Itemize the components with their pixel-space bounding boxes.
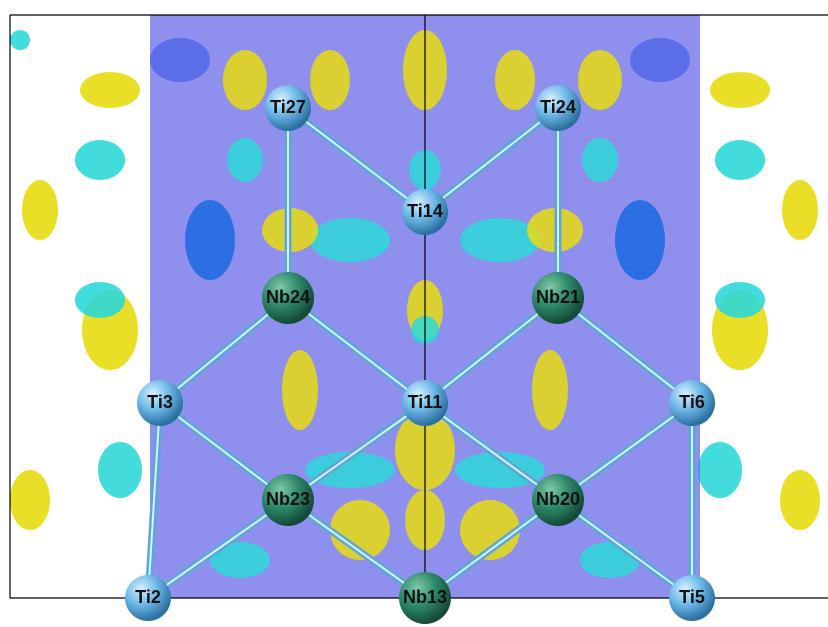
- isosurface: [715, 140, 765, 180]
- isosurface: [780, 470, 820, 530]
- isosurface: [532, 350, 568, 430]
- isosurface: [580, 542, 640, 578]
- isosurface: [98, 442, 142, 498]
- atom-label: Ti5: [679, 587, 705, 607]
- atom-label: Ti2: [135, 587, 161, 607]
- isosurface: [310, 50, 350, 110]
- atom-label: Ti3: [147, 392, 173, 412]
- isosurface: [10, 470, 50, 530]
- isosurface: [227, 138, 263, 182]
- isosurface: [75, 140, 125, 180]
- isosurface: [22, 180, 58, 240]
- atom-label: Ti14: [407, 201, 443, 221]
- atom-label: Ti24: [540, 97, 576, 117]
- atom-label: Nb24: [266, 287, 310, 307]
- atom-label: Ti11: [408, 392, 443, 412]
- isosurface: [10, 30, 30, 50]
- isosurface: [615, 200, 665, 280]
- atom-label: Nb21: [536, 287, 580, 307]
- isosurface: [310, 218, 390, 262]
- isosurface: [582, 138, 618, 182]
- isosurface: [715, 282, 765, 318]
- isosurface: [710, 72, 770, 108]
- isosurface: [782, 180, 818, 240]
- atom-label: Nb13: [403, 587, 447, 607]
- isosurface: [495, 50, 535, 110]
- atom-label: Nb20: [536, 489, 580, 509]
- structure-view: Ti27 Ti24 Ti14 Nb24 Nb21 Ti3 Ti11 Ti6 Nb23 Nb20 Ti…: [0, 0, 828, 627]
- atom-label: Ti27: [270, 97, 306, 117]
- isosurface: [698, 442, 742, 498]
- isosurface: [80, 72, 140, 108]
- isosurface: [578, 50, 622, 110]
- atom-label: Ti6: [679, 392, 705, 412]
- atom-label: Nb23: [266, 489, 310, 509]
- isosurface: [185, 200, 235, 280]
- isosurface: [75, 282, 125, 318]
- isosurface: [282, 350, 318, 430]
- isosurface: [223, 50, 267, 110]
